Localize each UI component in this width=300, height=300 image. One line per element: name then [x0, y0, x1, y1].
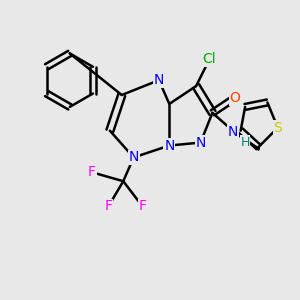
Text: O: O: [229, 91, 240, 105]
Text: F: F: [104, 200, 112, 214]
Text: N: N: [164, 139, 175, 152]
Text: F: F: [88, 165, 96, 179]
Text: H: H: [240, 136, 250, 149]
Text: N: N: [195, 136, 206, 150]
Text: N: N: [154, 73, 164, 87]
Text: N: N: [128, 150, 139, 164]
Text: S: S: [273, 121, 282, 135]
Text: N: N: [228, 125, 238, 139]
Text: F: F: [139, 200, 147, 214]
Text: Cl: Cl: [202, 52, 216, 66]
